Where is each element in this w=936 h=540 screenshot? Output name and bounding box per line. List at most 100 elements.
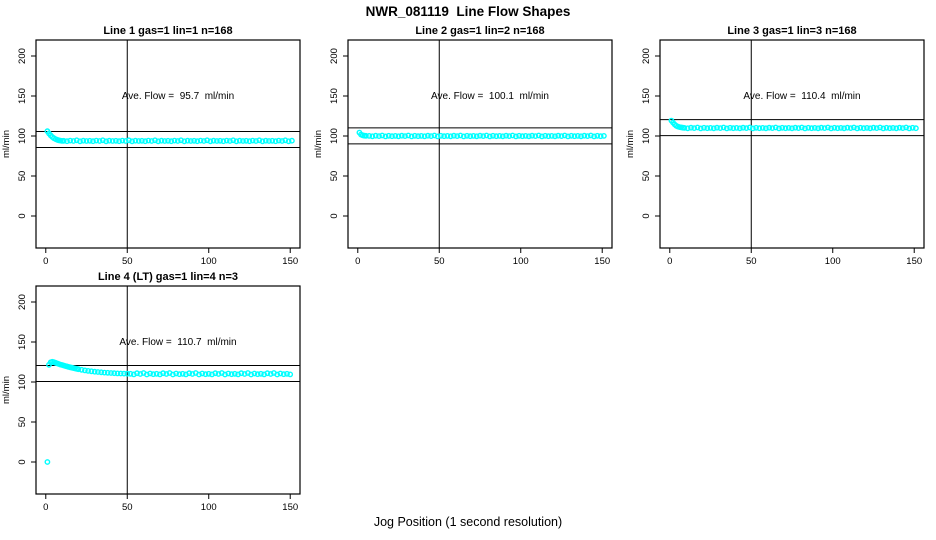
x-tick-label: 0 <box>43 256 48 267</box>
data-point <box>464 132 470 139</box>
data-point <box>802 125 808 132</box>
data-point <box>116 138 123 145</box>
data-point <box>782 125 789 132</box>
data-point <box>191 137 198 144</box>
data-points <box>668 117 919 132</box>
y-tick-label: 0 <box>17 459 28 464</box>
data-point <box>277 370 284 377</box>
data-point <box>555 132 562 139</box>
x-tick-label: 50 <box>434 256 445 267</box>
annotation-text: Ave. Flow = 110.7 ml/min <box>119 337 236 348</box>
plot-frame <box>35 39 301 249</box>
y-tick-label: 50 <box>17 417 28 428</box>
data-point <box>285 138 292 145</box>
data-point <box>847 125 854 132</box>
data-point <box>156 371 163 378</box>
data-point <box>241 371 248 377</box>
data-point <box>262 137 269 144</box>
data-point <box>503 132 510 139</box>
data-point <box>886 125 893 132</box>
y-axis: 0 50 100 150 200 ml/min <box>313 48 348 219</box>
data-point <box>837 125 844 131</box>
data-point <box>854 125 861 132</box>
data-point <box>444 133 451 139</box>
data-point <box>372 132 379 139</box>
data-point <box>548 133 555 139</box>
y-axis-label: ml/min <box>313 130 324 158</box>
data-point <box>143 371 150 378</box>
data-point <box>890 125 896 131</box>
data-point <box>723 125 730 132</box>
data-point <box>127 370 134 377</box>
y-tick-label: 150 <box>641 88 652 104</box>
data-point <box>584 133 591 140</box>
data-point <box>363 132 369 139</box>
data-point <box>522 133 529 139</box>
x-tick-label: 100 <box>201 256 217 267</box>
data-point <box>106 137 113 144</box>
data-point <box>815 125 822 132</box>
data-point <box>402 133 408 140</box>
figure-title: NWR_081119 Line Flow Shapes <box>365 4 571 19</box>
data-points <box>44 128 295 145</box>
data-point <box>509 132 516 139</box>
data-point <box>173 370 180 377</box>
data-point <box>785 125 792 131</box>
data-point <box>779 124 786 131</box>
data-point <box>392 133 399 139</box>
x-axis: 0 50 100 150 <box>667 248 922 267</box>
data-point <box>506 133 513 140</box>
data-point <box>850 124 857 131</box>
data-point <box>828 125 835 132</box>
data-point <box>720 124 727 131</box>
data-point <box>266 138 272 144</box>
y-tick-label: 200 <box>17 294 28 310</box>
y-tick-label: 0 <box>17 213 28 218</box>
data-point <box>587 132 594 139</box>
data-point <box>236 137 243 144</box>
plot-canvas-line4: 0 50 100 150 0 50 100 150 200 ml/min Line 4 (LT) g… <box>1 271 301 513</box>
annotation-text: Ave. Flow = 100.1 ml/min <box>431 91 549 102</box>
x-tick-label: 50 <box>746 256 757 267</box>
data-point <box>142 138 149 145</box>
data-point <box>137 371 144 377</box>
x-tick-label: 0 <box>667 256 672 267</box>
plot-canvas-line2: 0 50 100 150 0 50 100 150 200 ml/min Line 2 gas=1 … <box>313 25 613 267</box>
data-point <box>574 133 581 139</box>
data-point <box>512 133 519 140</box>
data-point <box>395 133 402 140</box>
data-point <box>437 132 444 139</box>
data-point <box>798 124 805 131</box>
data-point <box>473 133 480 140</box>
data-point <box>161 138 168 144</box>
data-point <box>860 125 867 132</box>
data-point <box>454 133 461 140</box>
data-point <box>196 371 202 378</box>
data-point <box>171 137 178 144</box>
data-point <box>597 133 604 140</box>
data-point <box>841 125 848 132</box>
data-point <box>257 370 264 377</box>
data-point <box>101 369 108 376</box>
data-point <box>121 370 127 377</box>
y-axis-label: ml/min <box>1 130 12 158</box>
data-point <box>707 125 714 131</box>
data-point <box>174 138 181 144</box>
data-point <box>428 133 435 140</box>
data-point <box>168 138 175 145</box>
x-tick-label: 150 <box>906 256 922 267</box>
data-point <box>532 133 539 140</box>
data-point <box>535 132 542 139</box>
data-point <box>117 370 124 377</box>
y-tick-label: 150 <box>329 88 340 104</box>
data-point <box>238 370 245 377</box>
data-point <box>434 133 441 140</box>
data-point <box>516 132 523 139</box>
data-point <box>600 133 607 139</box>
data-point <box>405 132 412 139</box>
data-point <box>441 133 448 140</box>
y-tick-label: 150 <box>17 88 28 104</box>
data-point <box>160 370 167 377</box>
data-point <box>284 370 290 377</box>
data-point <box>246 138 253 145</box>
